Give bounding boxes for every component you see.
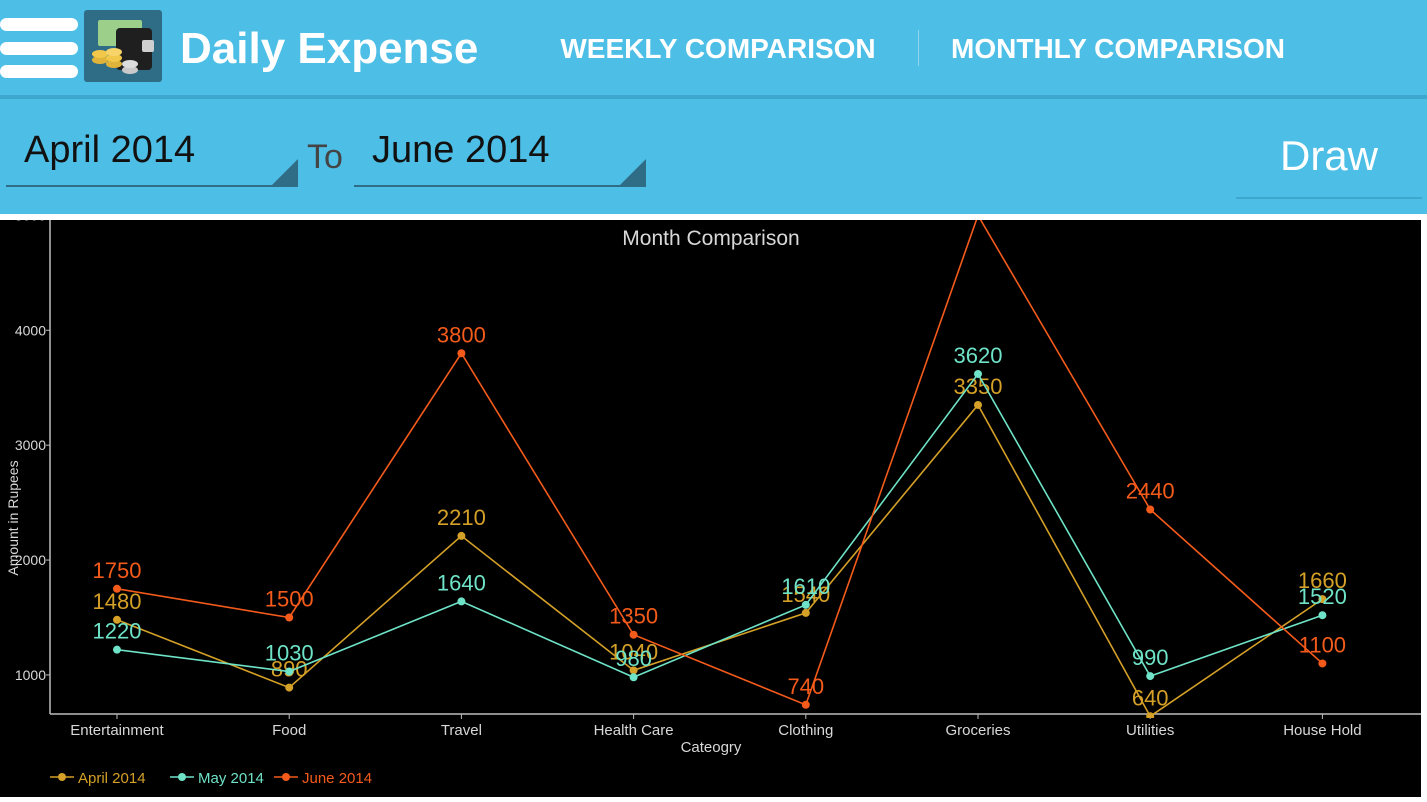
action-bar-shadow <box>0 95 1427 99</box>
x-tick-label: Entertainment <box>70 722 164 739</box>
data-label: 1660 <box>1298 568 1347 593</box>
x-tick-label: Groceries <box>945 722 1010 739</box>
data-label: 3800 <box>437 322 486 347</box>
data-label: 1350 <box>609 604 658 629</box>
to-month-value: June 2014 <box>372 129 550 171</box>
data-point <box>974 369 982 378</box>
tab-monthly-comparison[interactable]: MONTHLY COMPARISON <box>951 33 1285 64</box>
data-label: 3620 <box>954 343 1003 368</box>
menu-icon[interactable] <box>0 18 82 80</box>
data-point <box>629 666 638 675</box>
draw-button[interactable]: Draw <box>1236 113 1422 199</box>
x-tick-label: Utilities <box>1126 722 1174 739</box>
line-chart: Month Comparison Cateogry Amount in Rupe… <box>5 207 1421 787</box>
from-month-spinner[interactable]: April 2014 <box>6 117 298 187</box>
data-label: 1480 <box>93 589 142 614</box>
x-tick-label: Clothing <box>778 722 833 739</box>
data-point <box>1318 611 1327 620</box>
data-point <box>113 645 121 654</box>
data-label: 2210 <box>437 505 486 530</box>
data-point <box>629 673 638 682</box>
data-point <box>457 531 466 540</box>
series-line <box>116 372 1323 679</box>
x-tick-label: Food <box>272 722 306 739</box>
data-point <box>1318 595 1327 604</box>
y-tick-label: 4000 <box>15 322 46 338</box>
data-point <box>629 630 638 639</box>
to-month-spinner[interactable]: June 2014 <box>354 117 646 187</box>
legend-marker <box>178 773 186 781</box>
spinner-underline <box>6 185 298 187</box>
data-point <box>974 400 982 409</box>
tab-divider <box>918 30 919 66</box>
tab-weekly-comparison[interactable]: WEEKLY COMPARISON <box>560 33 876 64</box>
data-point <box>113 615 121 624</box>
data-point <box>1146 672 1155 681</box>
data-point <box>801 700 810 709</box>
data-label: 640 <box>1132 685 1169 710</box>
y-tick-label: 1000 <box>15 667 46 683</box>
data-label: 1030 <box>265 640 314 665</box>
data-point <box>113 584 121 593</box>
wallet-coins-icon <box>84 10 162 82</box>
data-point <box>457 597 466 606</box>
legend-label: June 2014 <box>302 770 372 787</box>
data-point <box>801 608 810 617</box>
x-tick-label: Health Care <box>594 722 674 739</box>
legend-marker <box>282 773 290 781</box>
selector-strip <box>0 99 1427 214</box>
data-point <box>457 349 466 358</box>
app-title: Daily Expense <box>180 24 479 73</box>
data-label: 980 <box>615 646 652 671</box>
legend-label: April 2014 <box>78 770 146 787</box>
data-label: 1220 <box>93 619 142 644</box>
data-label: 1610 <box>781 574 830 599</box>
from-month-value: April 2014 <box>24 129 196 171</box>
dropdown-corner-icon <box>270 159 298 187</box>
legend-marker <box>58 773 66 781</box>
data-label: 1520 <box>1298 584 1347 609</box>
data-point <box>1146 712 1155 718</box>
data-point <box>1146 505 1155 514</box>
data-point <box>1318 659 1327 668</box>
data-label: 1500 <box>265 586 314 611</box>
legend-label: May 2014 <box>198 770 264 787</box>
data-label: 1040 <box>609 639 658 664</box>
data-label: 1640 <box>437 570 486 595</box>
chart-area: Month Comparison Cateogry Amount in Rupe… <box>0 207 1421 797</box>
series-line <box>116 220 1323 706</box>
x-tick-label: House Hold <box>1283 722 1361 739</box>
data-point <box>801 600 810 609</box>
chart-title: Month Comparison <box>622 227 799 250</box>
data-label: 2440 <box>1126 479 1175 504</box>
data-label: 990 <box>1132 645 1169 670</box>
y-tick-label: 2000 <box>15 552 46 568</box>
data-point <box>285 667 294 676</box>
dropdown-corner-icon <box>618 159 646 187</box>
y-tick-label: 5000 <box>15 220 46 223</box>
x-axis-label: Cateogry <box>681 739 742 756</box>
data-point <box>285 613 294 622</box>
data-label: 1100 <box>1299 632 1346 657</box>
y-axis-label: Amount in Rupees <box>5 460 21 575</box>
spinner-underline <box>354 185 646 187</box>
action-bar: Daily Expense WEEKLY COMPARISON MONTHLY … <box>0 0 1427 95</box>
data-point <box>285 683 294 692</box>
data-label: 1750 <box>93 558 142 583</box>
data-label: 740 <box>787 674 824 699</box>
to-label: To <box>307 138 343 176</box>
y-tick-label: 3000 <box>15 437 46 453</box>
x-tick-label: Travel <box>441 722 482 739</box>
